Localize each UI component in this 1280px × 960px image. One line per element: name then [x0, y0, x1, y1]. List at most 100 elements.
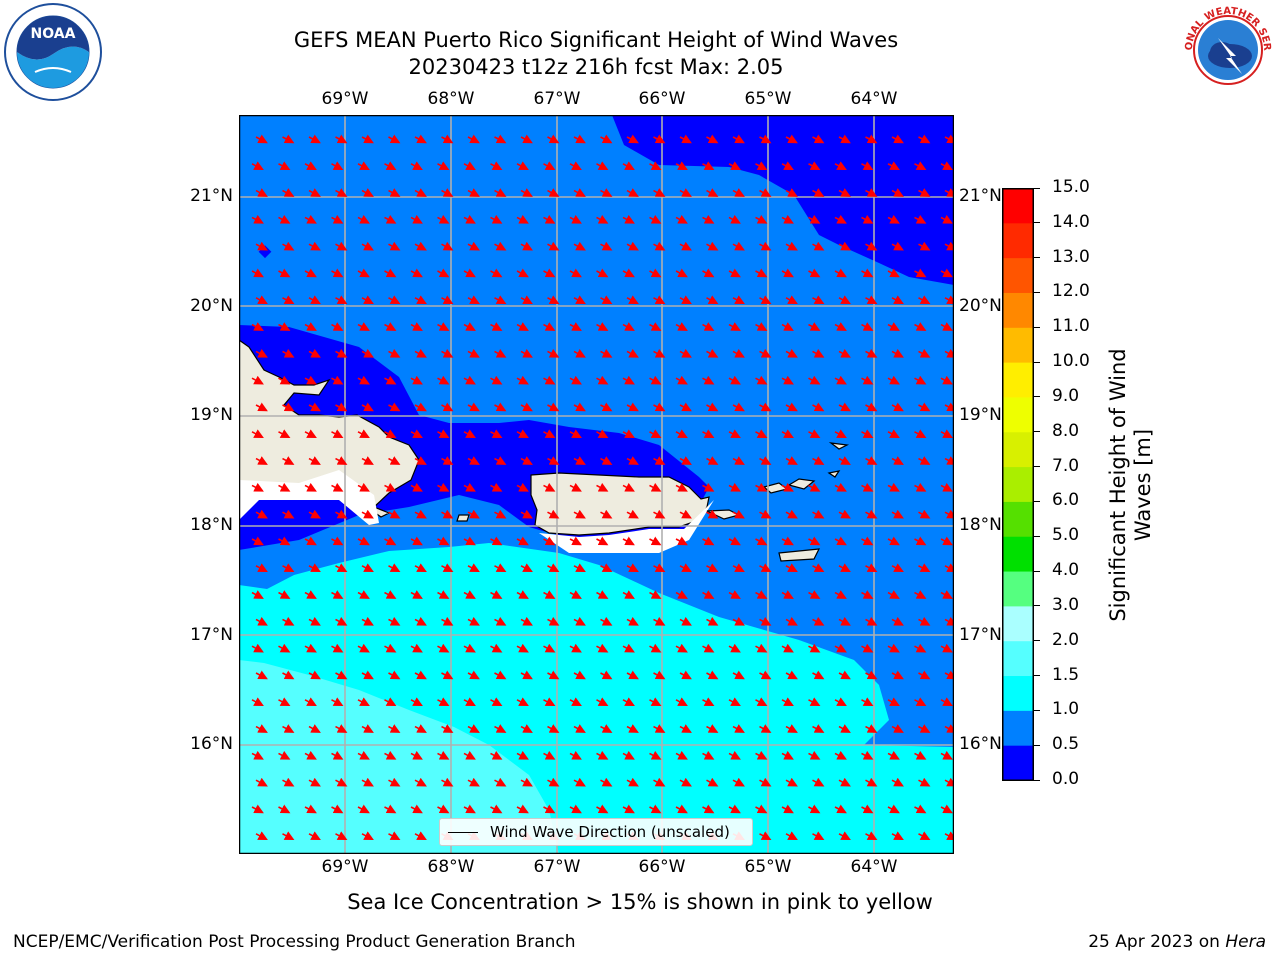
wind-wave-arrow	[490, 375, 503, 385]
wind-wave-arrow	[759, 509, 772, 519]
colorbar-tick-mark	[1034, 361, 1040, 363]
wind-wave-arrow	[675, 161, 688, 171]
wind-wave-arrow	[679, 188, 692, 197]
wind-wave-arrow	[940, 536, 953, 546]
colorbar-tick-label: 3.0	[1052, 594, 1080, 615]
wind-wave-arrow	[706, 670, 719, 680]
wind-wave-arrow	[812, 670, 825, 680]
wind-wave-arrow	[861, 643, 874, 653]
wind-wave-arrow	[838, 616, 851, 626]
colorbar-tick-label: 11.0	[1052, 316, 1090, 337]
wind-wave-arrow	[812, 563, 825, 573]
mask-white-hispaniola	[239, 470, 379, 525]
wind-wave-arrow	[781, 482, 794, 492]
wind-wave-arrow	[547, 188, 560, 197]
wind-wave-arrow	[357, 750, 370, 760]
wind-wave-arrow	[600, 295, 613, 305]
wind-wave-arrow	[251, 750, 264, 760]
wind-wave-arrow	[278, 697, 291, 707]
wind-wave-arrow	[626, 616, 639, 626]
wind-wave-arrow	[414, 724, 427, 733]
wind-wave-arrow	[887, 697, 900, 707]
wind-wave-arrow	[361, 724, 374, 733]
wind-wave-arrow	[732, 670, 745, 680]
wind-wave-arrow	[547, 563, 560, 573]
wind-wave-arrow	[357, 536, 370, 546]
lat-tick-right-18n: 18°N	[959, 515, 1002, 535]
wind-wave-arrow	[569, 804, 582, 814]
wind-wave-arrow	[388, 831, 401, 841]
wind-wave-arrow	[596, 536, 609, 546]
colorbar-tick-mark	[1034, 675, 1040, 677]
wind-wave-arrow	[543, 161, 556, 171]
wind-wave-arrow	[785, 670, 798, 680]
wind-wave-arrow	[891, 134, 904, 144]
wind-wave-arrow	[282, 456, 295, 465]
wind-wave-arrow	[494, 241, 507, 251]
wind-wave-arrow	[861, 697, 874, 707]
wind-wave-arrow	[732, 402, 745, 412]
wind-wave-arrow	[467, 348, 480, 358]
wind-wave-arrow	[414, 456, 427, 465]
wind-wave-arrow	[600, 670, 613, 680]
wind-wave-arrow	[914, 804, 927, 814]
wind-wave-arrow	[887, 268, 900, 278]
wind-wave-arrow	[759, 402, 772, 412]
wind-wave-arrow	[600, 188, 613, 197]
wind-wave-arrow	[494, 724, 507, 733]
wind-wave-arrow	[361, 348, 374, 358]
wind-wave-arrow	[569, 697, 582, 707]
lat-tick-left-21n: 21°N	[190, 186, 233, 206]
wind-wave-arrow	[706, 188, 719, 197]
wind-wave-arrow	[463, 161, 476, 171]
wind-wave-arrow	[838, 456, 851, 465]
wind-wave-arrow	[626, 188, 639, 197]
wind-wave-arrow	[781, 429, 794, 439]
wind-wave-arrow	[622, 697, 635, 707]
colorbar-tick-mark	[1034, 466, 1040, 468]
wind-wave-arrow	[410, 268, 423, 278]
wind-wave-arrow	[278, 375, 291, 385]
wind-wave-arrow	[410, 590, 423, 599]
wind-wave-arrow	[732, 295, 745, 305]
wind-wave-arrow	[543, 268, 556, 278]
lon-tick-top-67w: 67°W	[533, 89, 581, 109]
wind-wave-arrow	[467, 724, 480, 733]
wind-wave-arrow	[278, 536, 291, 546]
wind-wave-arrow	[891, 563, 904, 573]
wind-wave-arrow	[702, 482, 715, 492]
wind-wave-arrow	[335, 134, 348, 144]
wind-wave-arrow	[728, 536, 741, 546]
wind-wave-arrow	[441, 188, 454, 197]
wind-wave-arrow	[361, 670, 374, 680]
wind-wave-arrow	[331, 268, 344, 278]
wind-wave-arrow	[573, 670, 586, 680]
wind-wave-arrow	[255, 348, 268, 358]
wind-wave-arrow	[547, 670, 560, 680]
wind-wave-arrow	[649, 482, 662, 492]
wind-wave-arrow	[410, 536, 423, 546]
wind-wave-arrow	[437, 804, 450, 814]
wind-wave-arrow	[781, 804, 794, 814]
wind-wave-arrow	[304, 161, 317, 171]
wind-wave-arrow	[838, 509, 851, 519]
wind-wave-arrow	[785, 456, 798, 465]
wind-wave-arrow	[490, 804, 503, 814]
wind-wave-arrow	[622, 161, 635, 171]
wind-wave-arrow	[865, 241, 878, 251]
wind-wave-arrow	[516, 161, 529, 171]
wind-wave-arrow	[914, 375, 927, 385]
wind-wave-arrow	[569, 268, 582, 278]
wind-wave-arrow	[706, 134, 719, 144]
wind-wave-arrow	[335, 241, 348, 251]
wind-wave-arrow	[622, 750, 635, 760]
wind-wave-arrow	[569, 375, 582, 385]
colorbar-tick-label: 10.0	[1052, 351, 1090, 372]
wind-wave-arrow	[547, 402, 560, 412]
wind-wave-arrow	[388, 241, 401, 251]
wind-wave-arrow	[596, 804, 609, 814]
wind-wave-arrow	[437, 643, 450, 653]
wind-wave-arrow	[547, 134, 560, 144]
wind-wave-arrow	[441, 616, 454, 626]
wind-wave-arrow	[490, 697, 503, 707]
